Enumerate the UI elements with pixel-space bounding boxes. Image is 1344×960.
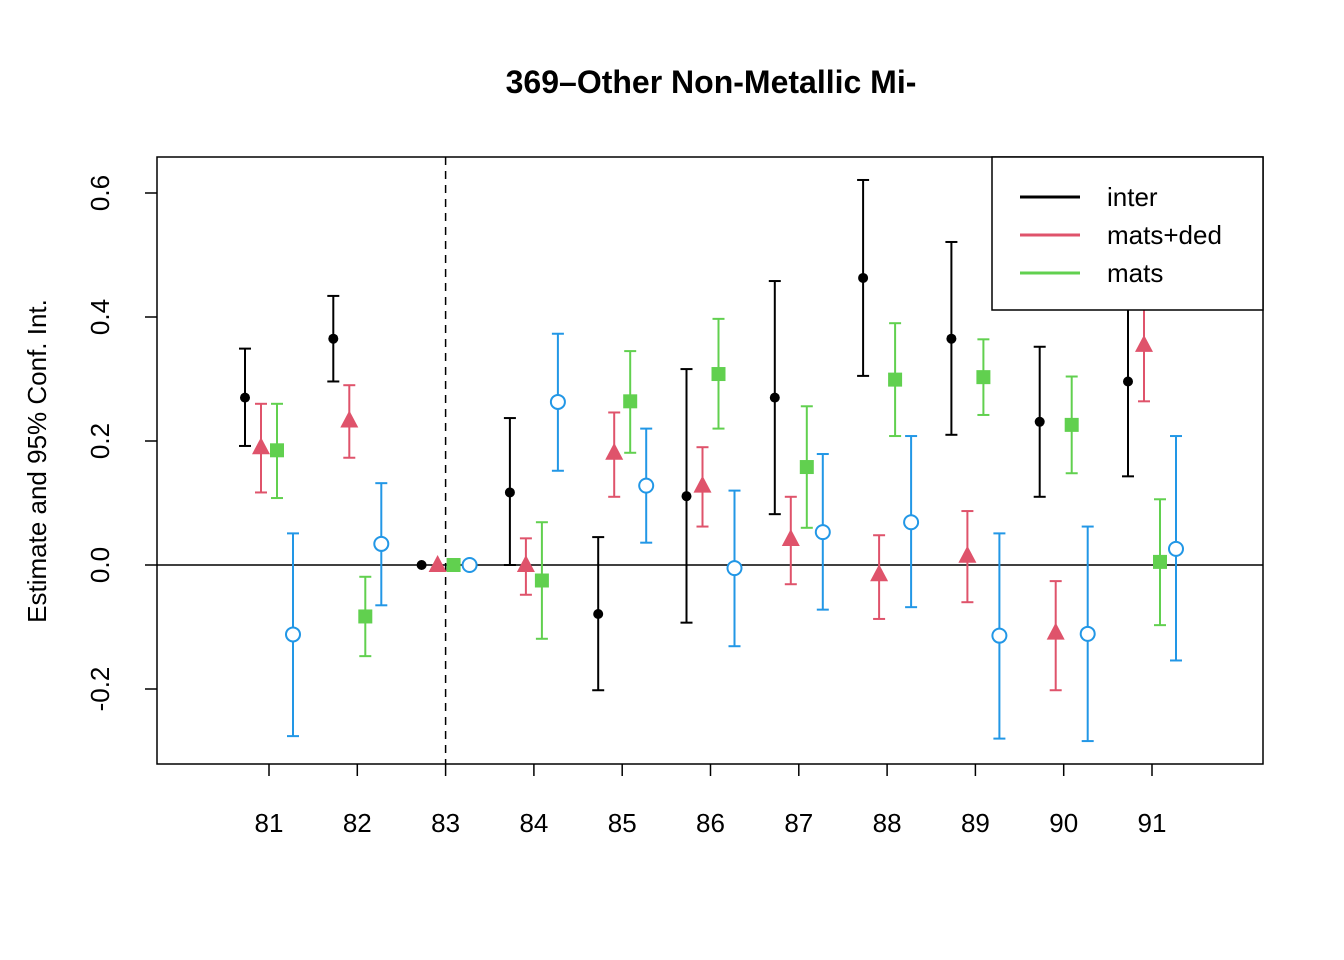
- data-point: [285, 626, 301, 643]
- data-point: [888, 372, 903, 387]
- data-point: [1064, 417, 1079, 432]
- data-point: [240, 392, 250, 403]
- data-point: [516, 555, 535, 572]
- data-point: [416, 560, 427, 570]
- data-point: [252, 437, 270, 455]
- data-point: [781, 528, 800, 546]
- legend-label: mats: [1107, 258, 1163, 288]
- data-point: [681, 491, 692, 502]
- data-point: [1135, 334, 1153, 352]
- data-point: [858, 272, 869, 283]
- data-point: [373, 535, 390, 552]
- x-tick-label: 84: [519, 808, 548, 838]
- data-point: [549, 393, 566, 410]
- y-axis-label: Estimate and 95% Conf. Int.: [22, 299, 52, 623]
- data-point: [623, 394, 638, 409]
- data-point: [428, 555, 447, 572]
- data-point: [1153, 554, 1167, 569]
- x-tick-label: 89: [961, 808, 990, 838]
- data-point: [593, 608, 604, 619]
- data-point: [769, 392, 780, 403]
- legend-label: inter: [1107, 182, 1158, 212]
- x-tick-label: 86: [696, 808, 725, 838]
- data-point: [870, 564, 889, 582]
- data-point: [711, 367, 726, 382]
- data-point: [446, 558, 461, 572]
- data-point: [534, 573, 549, 588]
- plot-area: 81 82 83 84 85 86 87 88 89 90 91 -0.2 0.0 0.2 0.4 0.6: [85, 156, 1264, 838]
- data-point: [461, 557, 478, 573]
- x-tick-label: 85: [608, 808, 637, 838]
- legend: inter mats+ded mats: [991, 156, 1264, 311]
- data-point: [958, 545, 977, 563]
- data-point: [693, 475, 712, 493]
- data-point: [991, 627, 1008, 644]
- data-point: [814, 524, 831, 541]
- x-tick-label: 87: [784, 808, 813, 838]
- chart-title: 369–Other Non-Metallic Mi-: [506, 64, 917, 100]
- series-inter: [239, 178, 1134, 692]
- y-tick-label: -0.2: [85, 667, 115, 712]
- data-point: [605, 442, 624, 460]
- data-point: [1046, 622, 1065, 640]
- x-tick-label: 82: [343, 808, 372, 838]
- data-point: [726, 560, 743, 577]
- data-point: [1168, 540, 1184, 557]
- x-tick-label: 81: [255, 808, 284, 838]
- data-point: [1079, 625, 1096, 642]
- x-tick-label: 91: [1138, 808, 1167, 838]
- x-tick-label: 90: [1049, 808, 1078, 838]
- data-point: [504, 487, 515, 498]
- data-point: [340, 410, 359, 428]
- data-point: [638, 477, 655, 494]
- data-point: [946, 333, 957, 344]
- series-mats+ded: [252, 287, 1153, 692]
- data-point: [270, 443, 284, 458]
- x-tick-label: 88: [873, 808, 902, 838]
- data-point: [799, 460, 814, 475]
- data-point: [976, 370, 991, 385]
- data-point: [1034, 416, 1045, 427]
- y-tick-label: 0.2: [85, 423, 115, 459]
- series-series-4: [285, 332, 1184, 743]
- y-tick-label: 0.0: [85, 547, 115, 583]
- x-tick-label: 83: [431, 808, 460, 838]
- data-point: [328, 333, 339, 344]
- legend-label: mats+ded: [1107, 220, 1222, 250]
- y-tick-label: 0.6: [85, 175, 115, 211]
- y-tick-label: 0.4: [85, 299, 115, 335]
- series-mats: [270, 317, 1167, 658]
- data-point: [903, 514, 920, 531]
- data-point: [1123, 376, 1133, 387]
- data-point: [358, 609, 373, 624]
